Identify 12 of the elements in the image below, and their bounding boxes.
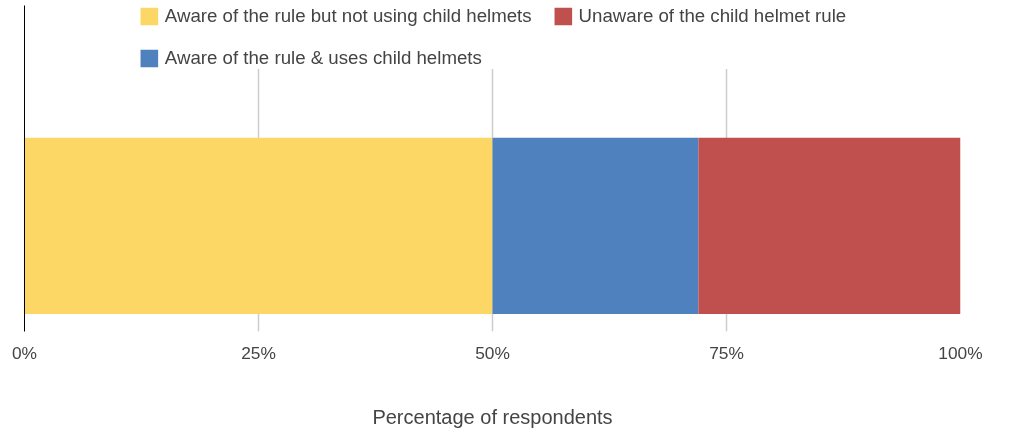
x-tick-label: 25%	[241, 342, 276, 363]
x-tick-label: 75%	[709, 342, 744, 363]
legend-label: Aware of the rule but not using child helmets	[164, 5, 532, 27]
bar	[698, 137, 961, 314]
bar	[24, 137, 493, 314]
x-tick-label: 50%	[475, 342, 510, 363]
x-tick-label: 100%	[938, 342, 983, 363]
legend-label: Aware of the rule & uses child helmets	[164, 47, 482, 69]
x-axis-title: Percentage of respondents	[372, 405, 613, 428]
x-tick-label: 0%	[11, 342, 38, 363]
legend-label: Unaware of the child helmet rule	[578, 5, 847, 27]
bar	[492, 137, 699, 314]
